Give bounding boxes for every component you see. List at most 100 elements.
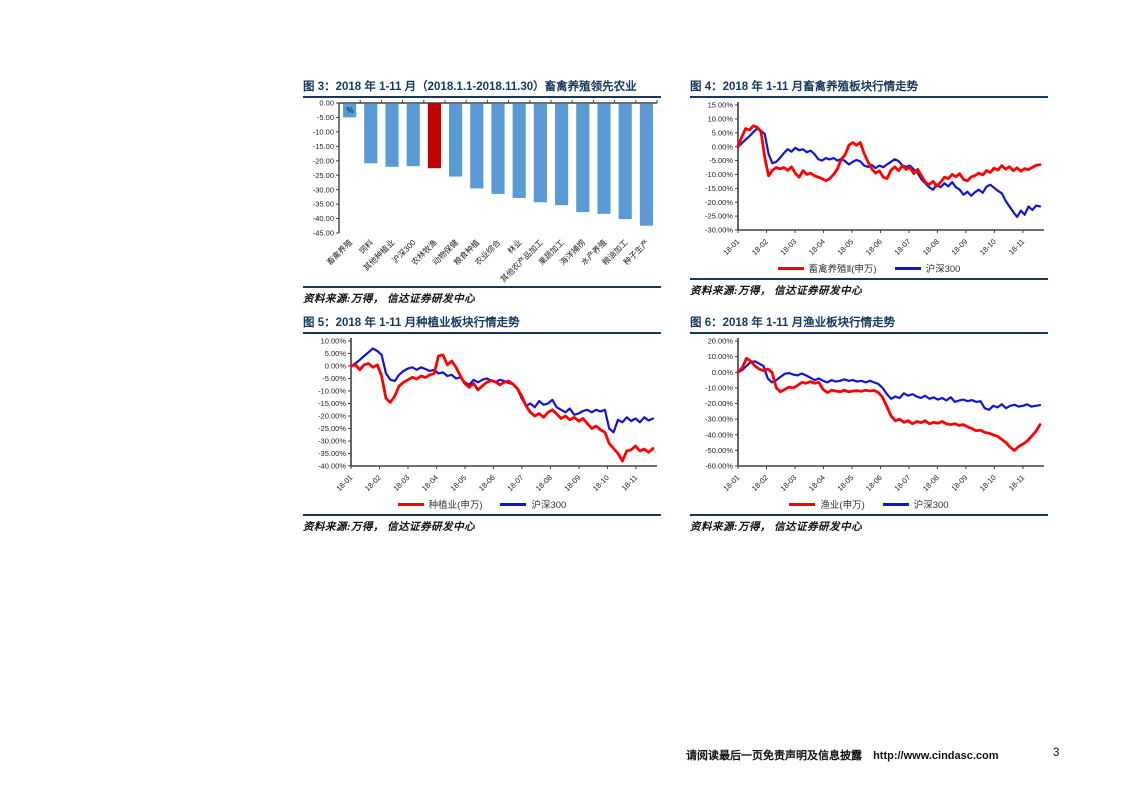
svg-text:-20.00%: -20.00% — [705, 198, 733, 207]
svg-text:-20.00%: -20.00% — [318, 412, 346, 421]
figure-5-legend-series2-label: 沪深300 — [531, 500, 567, 511]
svg-text:-30.00%: -30.00% — [705, 415, 733, 424]
figure-6-title-rule — [690, 332, 1048, 334]
footer-disclaimer: 请阅读最后一页免责声明及信息披露 — [686, 750, 862, 762]
figure-4-legend-series1-label: 畜禽养殖Ⅱ(申万) — [808, 264, 877, 275]
red-line-swatch-icon — [789, 502, 816, 506]
svg-text:5.00%: 5.00% — [712, 128, 734, 137]
svg-text:18-10: 18-10 — [591, 473, 611, 493]
page-footer: 请阅读最后一页免责声明及信息披露 http://www.cindasc.com — [686, 747, 999, 763]
svg-text:20.00%: 20.00% — [708, 337, 734, 346]
svg-text:0.00: 0.00 — [319, 99, 334, 108]
svg-text:10.00%: 10.00% — [708, 114, 734, 123]
figure-6-source: 资料来源:万得， 信达证券研发中心 — [690, 522, 863, 533]
svg-text:5.00%: 5.00% — [325, 349, 347, 358]
svg-text:-35.00%: -35.00% — [318, 449, 346, 458]
svg-text:畜禽养殖: 畜禽养殖 — [324, 237, 354, 267]
svg-text:18-01: 18-01 — [721, 237, 741, 257]
svg-text:18-05: 18-05 — [835, 237, 855, 257]
svg-text:10.00%: 10.00% — [321, 337, 347, 346]
svg-text:0.00%: 0.00% — [712, 368, 734, 377]
figure-5-legend-series2: 沪深300 — [500, 497, 566, 511]
figure-4-legend-series2-label: 沪深300 — [925, 264, 961, 275]
svg-text:%: % — [346, 106, 353, 115]
figure-4-legend-series2: 沪深300 — [894, 261, 961, 275]
svg-text:-30.00%: -30.00% — [705, 226, 733, 235]
svg-text:-5.00: -5.00 — [317, 113, 334, 122]
svg-text:-60.00%: -60.00% — [705, 462, 733, 471]
figure-4-line-chart: 15.00% 10.00% 5.00% 0.00% -5.00% -10.00% -15.0… — [705, 101, 1044, 257]
figure-5: 图 5：2018 年 1-11 月种植业板块行情走势 10.00% 5.00% 0.… — [303, 316, 661, 534]
red-line-swatch-icon — [397, 502, 424, 506]
figure-4-bottom-rule — [690, 278, 1048, 280]
figure-4-title: 图 4：2018 年 1-11 月畜禽养殖板块行情走势 — [690, 81, 919, 93]
figure-4-legend-series1: 畜禽养殖Ⅱ(申万) — [777, 261, 877, 275]
figure-5-line-chart: 10.00% 5.00% 0.00% -5.00% -10.00% -15.00% -20.… — [318, 337, 657, 493]
svg-text:18-07: 18-07 — [892, 237, 912, 257]
figure-4-title-rule — [690, 96, 1048, 98]
blue-line-swatch-icon — [882, 502, 909, 506]
figure-5-bottom-rule — [303, 514, 661, 516]
svg-text:10.00%: 10.00% — [708, 352, 734, 361]
svg-text:18-08: 18-08 — [921, 237, 941, 257]
figure-5-title: 图 5：2018 年 1-11 月种植业板块行情走势 — [303, 317, 520, 329]
figure-3-bottom-rule — [303, 286, 661, 288]
svg-text:18-11: 18-11 — [620, 473, 640, 493]
figure-6-legend-series2-label: 沪深300 — [913, 500, 949, 511]
svg-text:-40.00%: -40.00% — [318, 462, 346, 471]
svg-text:0.00%: 0.00% — [712, 142, 734, 151]
figure-5-title-rule — [303, 332, 661, 334]
figure-5-legend: 种植业(申万) 沪深300 — [303, 496, 661, 512]
figure-5-source: 资料来源:万得， 信达证券研发中心 — [303, 522, 476, 533]
blue-line-swatch-icon — [894, 266, 921, 270]
figure-6-legend: 渔业(申万) 沪深300 — [690, 496, 1048, 512]
svg-text:18-01: 18-01 — [721, 473, 741, 493]
svg-text:-25.00: -25.00 — [313, 171, 334, 180]
page-number: 3 — [1053, 747, 1060, 759]
figure-4: 图 4：2018 年 1-11 月畜禽养殖板块行情走势 15.00% 10.00%… — [690, 80, 1048, 298]
svg-text:18-02: 18-02 — [363, 473, 383, 493]
figure-6-legend-series1: 渔业(申万) — [789, 497, 865, 511]
svg-text:-30.00: -30.00 — [313, 185, 334, 194]
svg-text:18-04: 18-04 — [807, 237, 827, 257]
svg-text:-35.00: -35.00 — [313, 200, 334, 209]
svg-text:18-02: 18-02 — [750, 473, 770, 493]
svg-text:-20.00: -20.00 — [313, 156, 334, 165]
svg-text:18-02: 18-02 — [750, 237, 770, 257]
svg-text:-30.00%: -30.00% — [318, 437, 346, 446]
figure-6-legend-series1-label: 渔业(申万) — [820, 500, 865, 511]
footer-url-link[interactable]: http://www.cindasc.com — [873, 750, 999, 762]
svg-text:-20.00%: -20.00% — [705, 399, 733, 408]
svg-text:-10.00: -10.00 — [313, 127, 334, 136]
svg-text:-40.00%: -40.00% — [705, 430, 733, 439]
figure-5-legend-series1: 种植业(申万) — [397, 497, 483, 511]
svg-text:-45.00: -45.00 — [313, 229, 334, 238]
svg-text:-15.00: -15.00 — [313, 142, 334, 151]
svg-text:18-09: 18-09 — [949, 237, 969, 257]
svg-text:-25.00%: -25.00% — [705, 212, 733, 221]
svg-text:18-07: 18-07 — [505, 473, 525, 493]
svg-text:-10.00%: -10.00% — [705, 383, 733, 392]
figure-4-source: 资料来源:万得， 信达证券研发中心 — [690, 286, 863, 297]
svg-text:18-10: 18-10 — [978, 237, 998, 257]
svg-text:-40.00: -40.00 — [313, 214, 334, 223]
svg-text:18-05: 18-05 — [448, 473, 468, 493]
figure-6-legend-series2: 沪深300 — [882, 497, 949, 511]
figure-5-legend-series1-label: 种植业(申万) — [428, 500, 483, 511]
svg-text:18-09: 18-09 — [562, 473, 582, 493]
svg-text:18-03: 18-03 — [391, 473, 411, 493]
svg-text:18-06: 18-06 — [864, 237, 884, 257]
svg-text:18-01: 18-01 — [334, 473, 354, 493]
svg-text:18-08: 18-08 — [534, 473, 554, 493]
figure-4-legend: 畜禽养殖Ⅱ(申万) 沪深300 — [690, 260, 1048, 276]
svg-text:18-11: 18-11 — [1007, 237, 1027, 257]
svg-text:18-04: 18-04 — [807, 473, 827, 493]
figure-6-bottom-rule — [690, 514, 1048, 516]
svg-text:18-03: 18-03 — [778, 473, 798, 493]
svg-text:18-04: 18-04 — [420, 473, 440, 493]
svg-text:18-05: 18-05 — [835, 473, 855, 493]
svg-text:18-08: 18-08 — [921, 473, 941, 493]
figure-3-title: 图 3：2018 年 1-11 月（2018.1.1-2018.11.30）畜禽… — [303, 81, 637, 93]
blue-line-swatch-icon — [500, 502, 527, 506]
